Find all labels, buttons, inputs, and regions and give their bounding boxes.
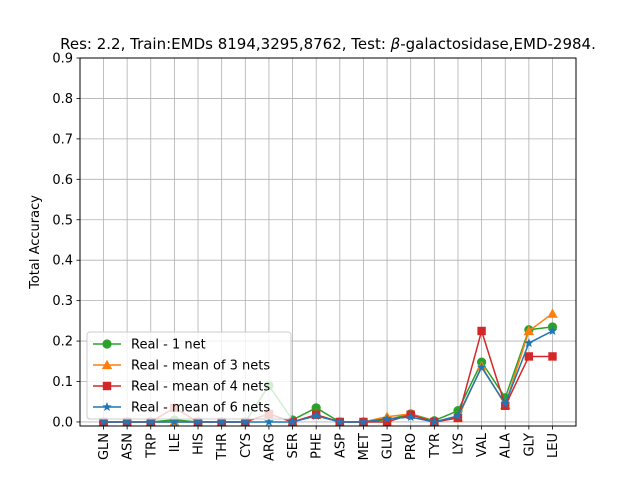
y-tick-label: 0.3 [52,294,73,309]
x-tick-label: PHE [310,433,325,459]
x-tick-label: VAL [475,432,490,457]
data-point [311,410,321,420]
data-point [523,325,535,336]
data-point [146,416,156,426]
x-axis: GLN ASN TRP ILE HIS THR CYS ARG SER PHE ASP MET GLU P… [97,426,561,461]
x-tick-label: THR [215,433,230,461]
series-line [103,330,553,423]
y-tick-label: 0.8 [52,92,73,107]
legend-entry: Real - mean of 6 nets [93,401,270,416]
data-point [547,325,558,336]
y-tick-label: 0.4 [52,254,73,269]
y-tick-label: 0.9 [52,52,73,67]
x-tick-label: HIS [192,433,207,455]
chart-title: Res: 2.2, Train:EMDs 8194,3295,8762, Tes… [60,35,596,53]
x-tick-label: CYS [239,433,254,458]
data-point [240,416,251,426]
x-tick-label: TRP [144,433,159,459]
data-point [453,410,463,420]
y-tick-label: 0.2 [52,335,73,350]
data-point [264,416,274,426]
y-tick-label: 0.7 [52,132,73,147]
legend-entry: Real - 1 net [93,338,206,353]
legend-label: Real - 1 net [131,338,206,353]
x-tick-label: ILE [168,433,183,452]
data-point [102,339,112,349]
data-point [500,398,510,408]
data-point [122,416,132,426]
y-tick-label: 0.6 [52,173,73,188]
legend-label: Real - mean of 6 nets [131,401,270,416]
data-point [405,412,416,422]
data-point [524,352,534,361]
legend-label: Real - mean of 3 nets [131,359,270,374]
x-tick-label: GLU [381,433,396,459]
data-point [193,416,203,426]
series-star [98,325,558,426]
x-tick-label: ALA [499,433,514,458]
y-tick-label: 0.5 [52,213,73,228]
x-tick-label: SER [286,433,301,459]
title-part-1: Res: 2.2, Train:EMDs 8194,3295,8762, Tes… [60,35,391,53]
x-tick-label: LYS [451,433,466,455]
legend-entry: Real - mean of 4 nets [93,380,270,395]
x-tick-label: PRO [404,433,419,460]
y-axis: 0.0 0.1 0.2 0.3 0.4 0.5 0.6 0.7 0.8 0.9 [52,52,80,430]
x-tick-label: ASN [121,433,136,460]
title-beta: β [390,35,401,53]
x-tick-label: GLY [522,433,537,457]
y-tick-label: 0.0 [52,415,73,430]
data-point [102,402,112,412]
data-point [216,416,227,426]
plot-frame [79,57,577,427]
legend-label: Real - mean of 4 nets [131,380,270,395]
data-point [429,416,440,426]
data-point [382,413,392,423]
data-point [547,308,558,318]
data-point [382,417,392,427]
data-point [101,359,113,370]
data-point [548,352,557,361]
legend-box [86,331,292,420]
title-part-2: -galactosidase,EMD-2984. [400,35,596,53]
data-point [524,338,534,348]
data-point [169,416,180,426]
x-tick-label: MET [357,433,372,460]
data-point [335,416,345,426]
y-tick-label: 0.1 [52,375,73,390]
data-point [287,416,298,426]
data-point [102,381,112,391]
data-point [477,326,486,336]
data-point [98,416,109,426]
y-axis-label: Total Accuracy [28,195,43,290]
data-point [311,403,321,413]
legend-entry: Real - mean of 3 nets [93,359,270,374]
data-point [476,362,487,372]
series-layer [98,308,558,427]
x-tick-label: ARG [262,433,277,461]
x-tick-label: GLN [97,433,112,460]
x-tick-label: TYR [428,433,443,459]
legend: Real - 1 net Real - mean of 3 nets Real - … [86,331,292,420]
x-tick-label: LEU [546,433,561,458]
data-point [358,416,369,426]
x-tick-label: ASP [333,433,348,458]
